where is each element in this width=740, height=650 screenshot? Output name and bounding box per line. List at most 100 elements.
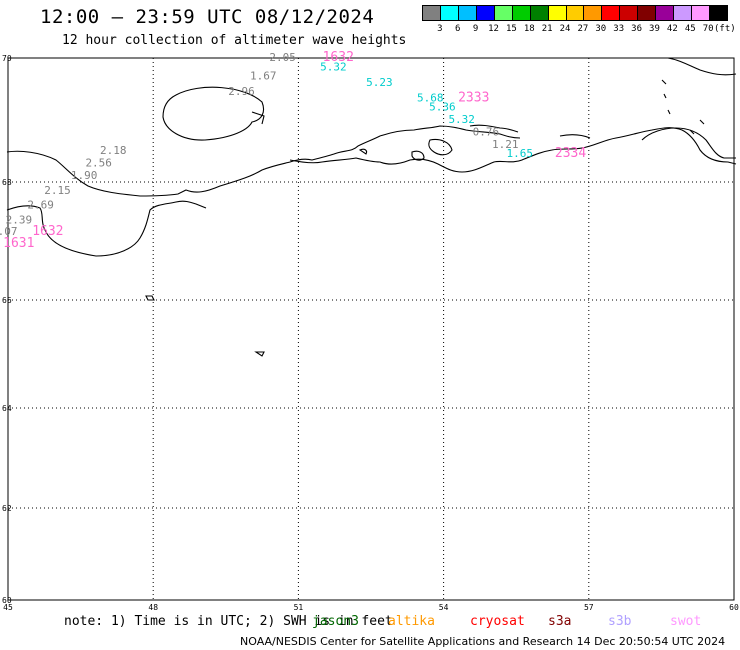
wave-height-value: 2334 [555,146,586,161]
latitude-label: 68 [2,178,12,187]
wave-height-value: 2.69 [27,199,54,212]
lat-lon-grid [7,57,735,601]
longitude-label: 45 [3,603,13,612]
wave-height-value: 2.56 [85,157,112,170]
longitude-label: 54 [439,603,449,612]
wave-height-color-scale: (ft) 3 6 9 12 15 18 21 24 27 30 33 36 39 42 45 70 [422,5,736,41]
coastline-kanin [6,200,207,257]
color-scale-label: 3 [437,24,443,34]
map-frame [7,57,735,601]
wave-height-value: 2.96 [228,85,255,98]
longitude-label: 57 [584,603,594,612]
map-title: 12:00 – 23:59 UTC 08/12/2024 [40,6,375,28]
wave-height-value: 1.67 [250,70,277,83]
satellite-legend-s3b: s3b [608,614,632,629]
color-scale-label: 15 [505,24,517,34]
color-swatch [476,6,495,20]
wave-height-value: 0.76 [473,126,500,139]
latitude-label: 64 [2,404,12,413]
color-swatch [440,6,459,20]
satellite-legend-jason3: jason3 [312,614,359,629]
color-scale-label: 70 [702,24,714,34]
color-scale-label: 6 [455,24,461,34]
wave-height-value: 2333 [458,90,489,105]
color-scale-label: 33 [613,24,625,34]
wave-height-value: 2.39 [6,213,33,226]
novaya-zemlya-tip [667,57,737,76]
wave-height-value: 2.18 [100,144,127,157]
color-swatch [674,6,693,20]
latitude-labels: 70 68 66 64 62 60 [2,54,12,605]
color-swatch [584,6,603,20]
wave-height-value: 2.15 [44,184,71,197]
longitude-label: 60 [729,603,739,612]
color-scale-label: 18 [523,24,535,34]
color-swatch [656,6,675,20]
color-swatch [494,6,513,20]
color-scale-label: 39 [649,24,660,34]
color-scale-label: 45 [684,24,696,34]
satellite-legend-cryosat: cryosat [470,614,525,629]
color-scale-label: 24 [559,24,571,34]
wave-height-value: 2.05 [269,51,296,64]
satellite-legend-s3a: s3a [548,614,572,629]
color-swatch [548,6,567,20]
coastline-west [6,125,521,197]
color-swatch [692,6,710,20]
wave-height-value: 1.65 [507,147,534,160]
color-swatch [710,6,727,20]
island-outline [162,86,265,141]
color-scale-unit: (ft) [714,24,736,34]
coastline [6,57,737,357]
latitude-label: 62 [2,504,12,513]
color-scale-label: 9 [472,24,479,34]
island-spit [251,111,265,125]
color-swatch [566,6,585,20]
color-swatch [620,6,639,20]
footer-note: note: 1) Time is in UTC; 2) SWH is in fe… [64,614,393,629]
wave-height-value: 5.68 [417,91,444,104]
map-subtitle: 12 hour collection of altimeter wave hei… [62,33,407,48]
wave-height-value: 5.32 [448,113,475,126]
longitude-label: 51 [294,603,304,612]
coast-islet-6 [661,79,705,135]
color-scale-labels: (ft) 3 6 9 12 15 18 21 24 27 30 33 36 39 42 45 70 [422,21,736,35]
color-swatch [512,6,531,20]
satellite-legend-altika: altika [388,614,435,629]
coastline-yugorsky [641,127,736,159]
color-swatch [638,6,657,20]
wave-height-value: 1632 [32,224,63,239]
color-swatch [423,6,441,20]
wave-height-value: 1.90 [71,169,98,182]
wave-height-value: 1.21 [492,138,519,151]
coast-islet-3 [358,148,368,155]
coastline-pechora [289,127,737,173]
wave-height-value: 2.07 [0,225,18,238]
coast-islet-1 [428,138,453,156]
color-swatch [602,6,621,20]
longitude-label: 48 [148,603,158,612]
wave-height-value: 5.23 [366,76,393,89]
latitude-label: 60 [2,596,12,605]
wave-height-value: 5.36 [429,101,456,114]
coast-detail-1 [469,124,519,133]
latitude-label: 70 [2,54,12,63]
satellite-legend-swot: swot [670,614,702,629]
color-swatch [530,6,549,20]
color-scale-label: 21 [541,24,553,34]
wave-height-value: 1631 [3,236,34,251]
color-scale-label: 42 [666,24,678,34]
color-scale-label: 27 [577,24,589,34]
color-scale-label: 30 [595,24,607,34]
color-scale-label: 36 [631,24,642,34]
wave-height-value: 5.32 [320,60,347,73]
latitude-label: 66 [2,296,12,305]
coast-islet-4 [145,295,155,301]
credit-line: NOAA/NESDIS Center for Satellite Applica… [240,635,726,648]
coast-islet-5 [254,351,265,357]
color-scale-label: 12 [488,24,499,34]
color-swatch [458,6,477,20]
coast-islet-2 [411,150,425,161]
